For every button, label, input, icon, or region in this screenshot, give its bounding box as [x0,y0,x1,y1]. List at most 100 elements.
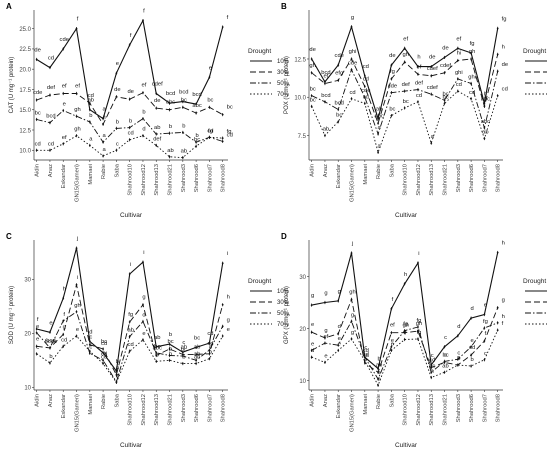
significance-label: cd [48,56,54,62]
data-point [390,345,393,348]
significance-label: cd [349,90,355,96]
data-point [417,65,419,68]
significance-label: bc [207,97,213,103]
data-point [324,301,326,304]
significance-label: e [36,324,39,330]
data-point [310,356,313,359]
significance-label: gh [74,127,80,133]
data-point [377,117,379,120]
x-tick-label: Rabie [101,164,107,179]
x-tick-label: Shahrood3 [456,394,462,422]
data-point [221,325,224,328]
data-point [49,149,51,152]
significance-label: fg [208,128,213,134]
significance-label: e [311,322,314,328]
data-point [155,354,158,357]
x-axis-label: Cultivar [395,442,418,449]
significance-label: ab [181,344,187,350]
y-axis-label: GPX (U mg⁻¹ protein) [284,286,290,344]
data-point [403,329,406,332]
significance-label: fg [483,319,488,325]
significance-label: hi [457,51,462,57]
significance-label: ab [194,351,200,357]
significance-label: b [182,355,185,361]
data-point [496,306,499,309]
data-point [403,338,406,341]
x-tick-label: Shahrood3 [456,164,462,192]
x-tick-label: Anaz [323,164,329,177]
data-point [49,66,51,69]
data-point [142,320,144,323]
y-tick-label: 17.5 [19,88,31,94]
significance-label: e [209,65,212,71]
data-point [324,134,326,137]
data-point [102,123,104,126]
x-tick-label: Aidin [310,164,316,177]
data-point [221,335,224,337]
significance-label: cd [88,93,94,99]
data-point [390,114,393,117]
significance-label: cde [335,53,344,59]
x-tick-label: Shahrood7 [207,164,213,192]
x-tick-label: Saba [389,393,395,407]
data-point [350,97,353,100]
significance-label: g [351,15,354,21]
data-point [35,331,38,334]
data-point [208,357,211,360]
data-point [75,283,78,286]
data-point [155,144,158,147]
y-tick-label: 30 [299,275,306,281]
significance-label: bc [442,352,448,358]
significance-label: h [404,272,407,278]
x-tick-label: Mamaei [363,164,369,185]
x-tick-label: Anaz [48,394,54,407]
data-point [496,70,499,73]
data-point [102,351,104,354]
data-point [128,126,131,129]
data-point [35,352,38,355]
x-tick-label: Shahrood13 [429,164,435,196]
significance-label: ef [403,36,408,42]
data-point [430,371,433,374]
significance-label: cde [348,61,357,67]
data-point [195,362,198,365]
data-point [181,106,184,109]
data-point [363,96,366,99]
significance-label: bc [310,87,316,93]
data-point [337,108,340,111]
data-point [75,134,78,137]
significance-label: d [89,329,92,335]
significance-label: c [89,342,92,348]
significance-label: f [77,17,79,23]
data-point [430,74,433,77]
significance-label: f [63,312,65,318]
data-point [483,313,486,316]
data-point [208,136,211,139]
data-point [483,358,486,361]
y-tick-label: 20.0 [19,67,31,73]
data-point [221,113,224,116]
data-point [496,94,499,97]
data-point [62,48,65,50]
significance-label: de [34,47,40,53]
significance-label: bc [35,110,41,116]
significance-label: fg [417,330,422,336]
data-point [324,342,326,345]
significance-label: h [502,241,505,247]
y-axis-label: SOD (U mg⁻¹ protein) [9,286,15,344]
significance-label: bc [181,347,187,353]
y-tick-label: 30 [24,278,31,284]
x-tick-label: Shahrood3 [181,394,187,422]
significance-label: e [338,341,341,347]
data-point [443,71,446,74]
data-point [115,381,118,384]
significance-label: e [36,336,39,342]
data-point [88,350,91,353]
significance-label: cd [363,352,369,358]
significance-label: bc [194,137,200,143]
data-point [417,338,419,340]
data-point [155,133,158,135]
legend-label: 30% [277,70,290,76]
significance-label: cd [363,77,369,83]
significance-label: cd [207,341,213,347]
